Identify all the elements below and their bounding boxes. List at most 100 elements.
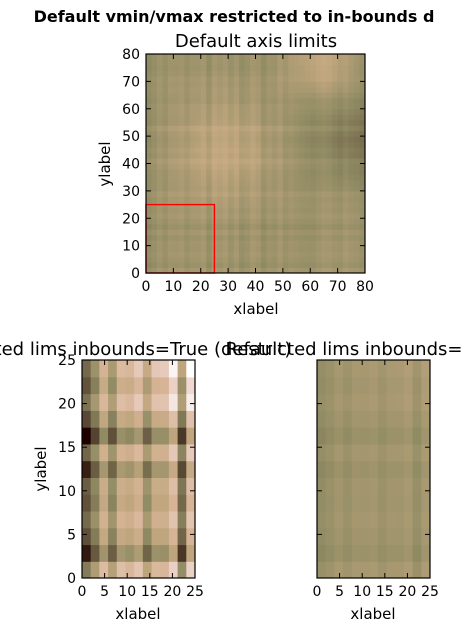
heatmap-cell xyxy=(266,223,273,230)
heatmap-cell xyxy=(326,125,333,132)
heatmap-cell xyxy=(334,510,344,529)
heatmap-cell xyxy=(293,152,300,159)
heatmap-cell xyxy=(200,59,207,66)
heatmap-cell xyxy=(233,54,240,61)
heatmap-cell xyxy=(317,494,327,512)
heatmap-cell xyxy=(239,179,246,186)
heatmap-cell xyxy=(146,81,153,88)
heatmap-cell xyxy=(151,223,158,230)
heatmap-cell xyxy=(146,64,153,72)
heatmap-cell xyxy=(134,360,144,378)
heatmap-cell xyxy=(377,427,388,445)
heatmap-cell xyxy=(217,92,224,99)
heatmap-cell xyxy=(348,251,355,258)
heatmap-cell xyxy=(359,229,365,236)
heatmap-cell xyxy=(359,141,365,148)
heatmap-cell xyxy=(178,86,185,93)
heatmap-cell xyxy=(266,141,273,148)
heatmap-cell xyxy=(146,179,153,186)
heatmap-cell xyxy=(282,130,289,137)
heatmap-cell xyxy=(277,212,284,219)
heatmap-cell xyxy=(260,234,268,241)
heatmap-cell xyxy=(282,267,289,273)
heatmap-cell xyxy=(184,245,191,252)
heatmap-cell xyxy=(200,119,207,126)
heatmap-cell xyxy=(326,212,333,219)
heatmap-cell xyxy=(315,81,322,88)
heatmap-cell xyxy=(321,196,328,203)
x-tick-label: 5 xyxy=(100,584,109,600)
heatmap-cell xyxy=(317,410,327,428)
heatmap-cell xyxy=(233,97,240,104)
heatmap-cell xyxy=(160,460,170,478)
heatmap-cell xyxy=(343,59,350,66)
heatmap-cell xyxy=(348,229,355,236)
heatmap-cell xyxy=(337,152,344,159)
heatmap-cell xyxy=(321,229,328,236)
heatmap-cell xyxy=(332,119,339,126)
x-ticks: 0 5 10 15 20 25 xyxy=(313,360,439,600)
heatmap-cell xyxy=(99,527,109,546)
heatmap-cell xyxy=(134,494,144,512)
heatmap-cell xyxy=(343,179,350,186)
heatmap-cell xyxy=(233,114,240,121)
heatmap-cell xyxy=(195,190,202,197)
heatmap-cell xyxy=(156,240,164,247)
heatmap-cell xyxy=(343,119,350,126)
heatmap-cell xyxy=(299,64,306,72)
heatmap-cell xyxy=(304,267,311,273)
heatmap-cell xyxy=(195,103,202,110)
heatmap-cell xyxy=(217,64,224,72)
heatmap-cell xyxy=(200,229,207,236)
heatmap-cell xyxy=(348,158,355,165)
heatmap-cell xyxy=(239,158,246,165)
heatmap-cell xyxy=(343,86,350,93)
heatmap-cell xyxy=(326,207,333,214)
heatmap-cell xyxy=(354,147,361,154)
heatmap-cell xyxy=(206,158,213,165)
heatmap-cell xyxy=(178,103,185,110)
heatmap-cell xyxy=(343,75,350,82)
x-tick-label: 10 xyxy=(353,584,371,600)
heatmap-cell xyxy=(271,201,278,208)
heatmap-cell xyxy=(178,229,185,236)
heatmap-cell xyxy=(184,136,191,143)
heatmap-cell xyxy=(293,234,300,241)
heatmap-cell xyxy=(359,234,365,241)
heatmap-cell xyxy=(186,460,195,478)
heatmap-cell xyxy=(206,97,213,104)
heatmap-cell xyxy=(288,114,295,121)
heatmap-cell xyxy=(228,267,235,273)
heatmap-cell xyxy=(162,103,169,110)
heatmap-cell xyxy=(233,218,240,225)
heatmap-cell xyxy=(421,561,430,578)
heatmap-cell xyxy=(321,185,328,192)
heatmap-cell xyxy=(233,262,240,269)
heatmap-cell xyxy=(315,251,322,258)
heatmap-cell xyxy=(271,190,278,197)
heatmap-cell xyxy=(260,240,268,247)
heatmap-cell xyxy=(116,527,127,546)
heatmap-cell xyxy=(317,527,327,546)
heatmap-cell xyxy=(189,59,196,66)
panel-title: Default axis limits xyxy=(175,31,337,52)
heatmap-cell xyxy=(421,477,430,495)
heatmap-cell xyxy=(82,376,92,395)
heatmap-cell xyxy=(239,147,246,154)
heatmap-cell xyxy=(315,158,322,165)
heatmap-cell xyxy=(162,86,169,93)
heatmap-cell xyxy=(332,103,339,110)
heatmap-cell xyxy=(326,103,333,110)
heatmap-cell xyxy=(293,75,300,82)
heatmap-cell xyxy=(293,229,300,236)
heatmap-cell xyxy=(206,196,213,203)
heatmap-cell xyxy=(173,190,180,197)
heatmap-cell xyxy=(403,494,414,512)
heatmap-cell xyxy=(228,168,235,176)
heatmap-cell xyxy=(255,234,262,241)
heatmap-cell xyxy=(277,64,284,72)
heatmap-cell xyxy=(239,108,246,115)
heatmap-cell xyxy=(99,376,109,395)
heatmap-cell xyxy=(334,561,344,578)
heatmap-cell xyxy=(178,256,185,263)
